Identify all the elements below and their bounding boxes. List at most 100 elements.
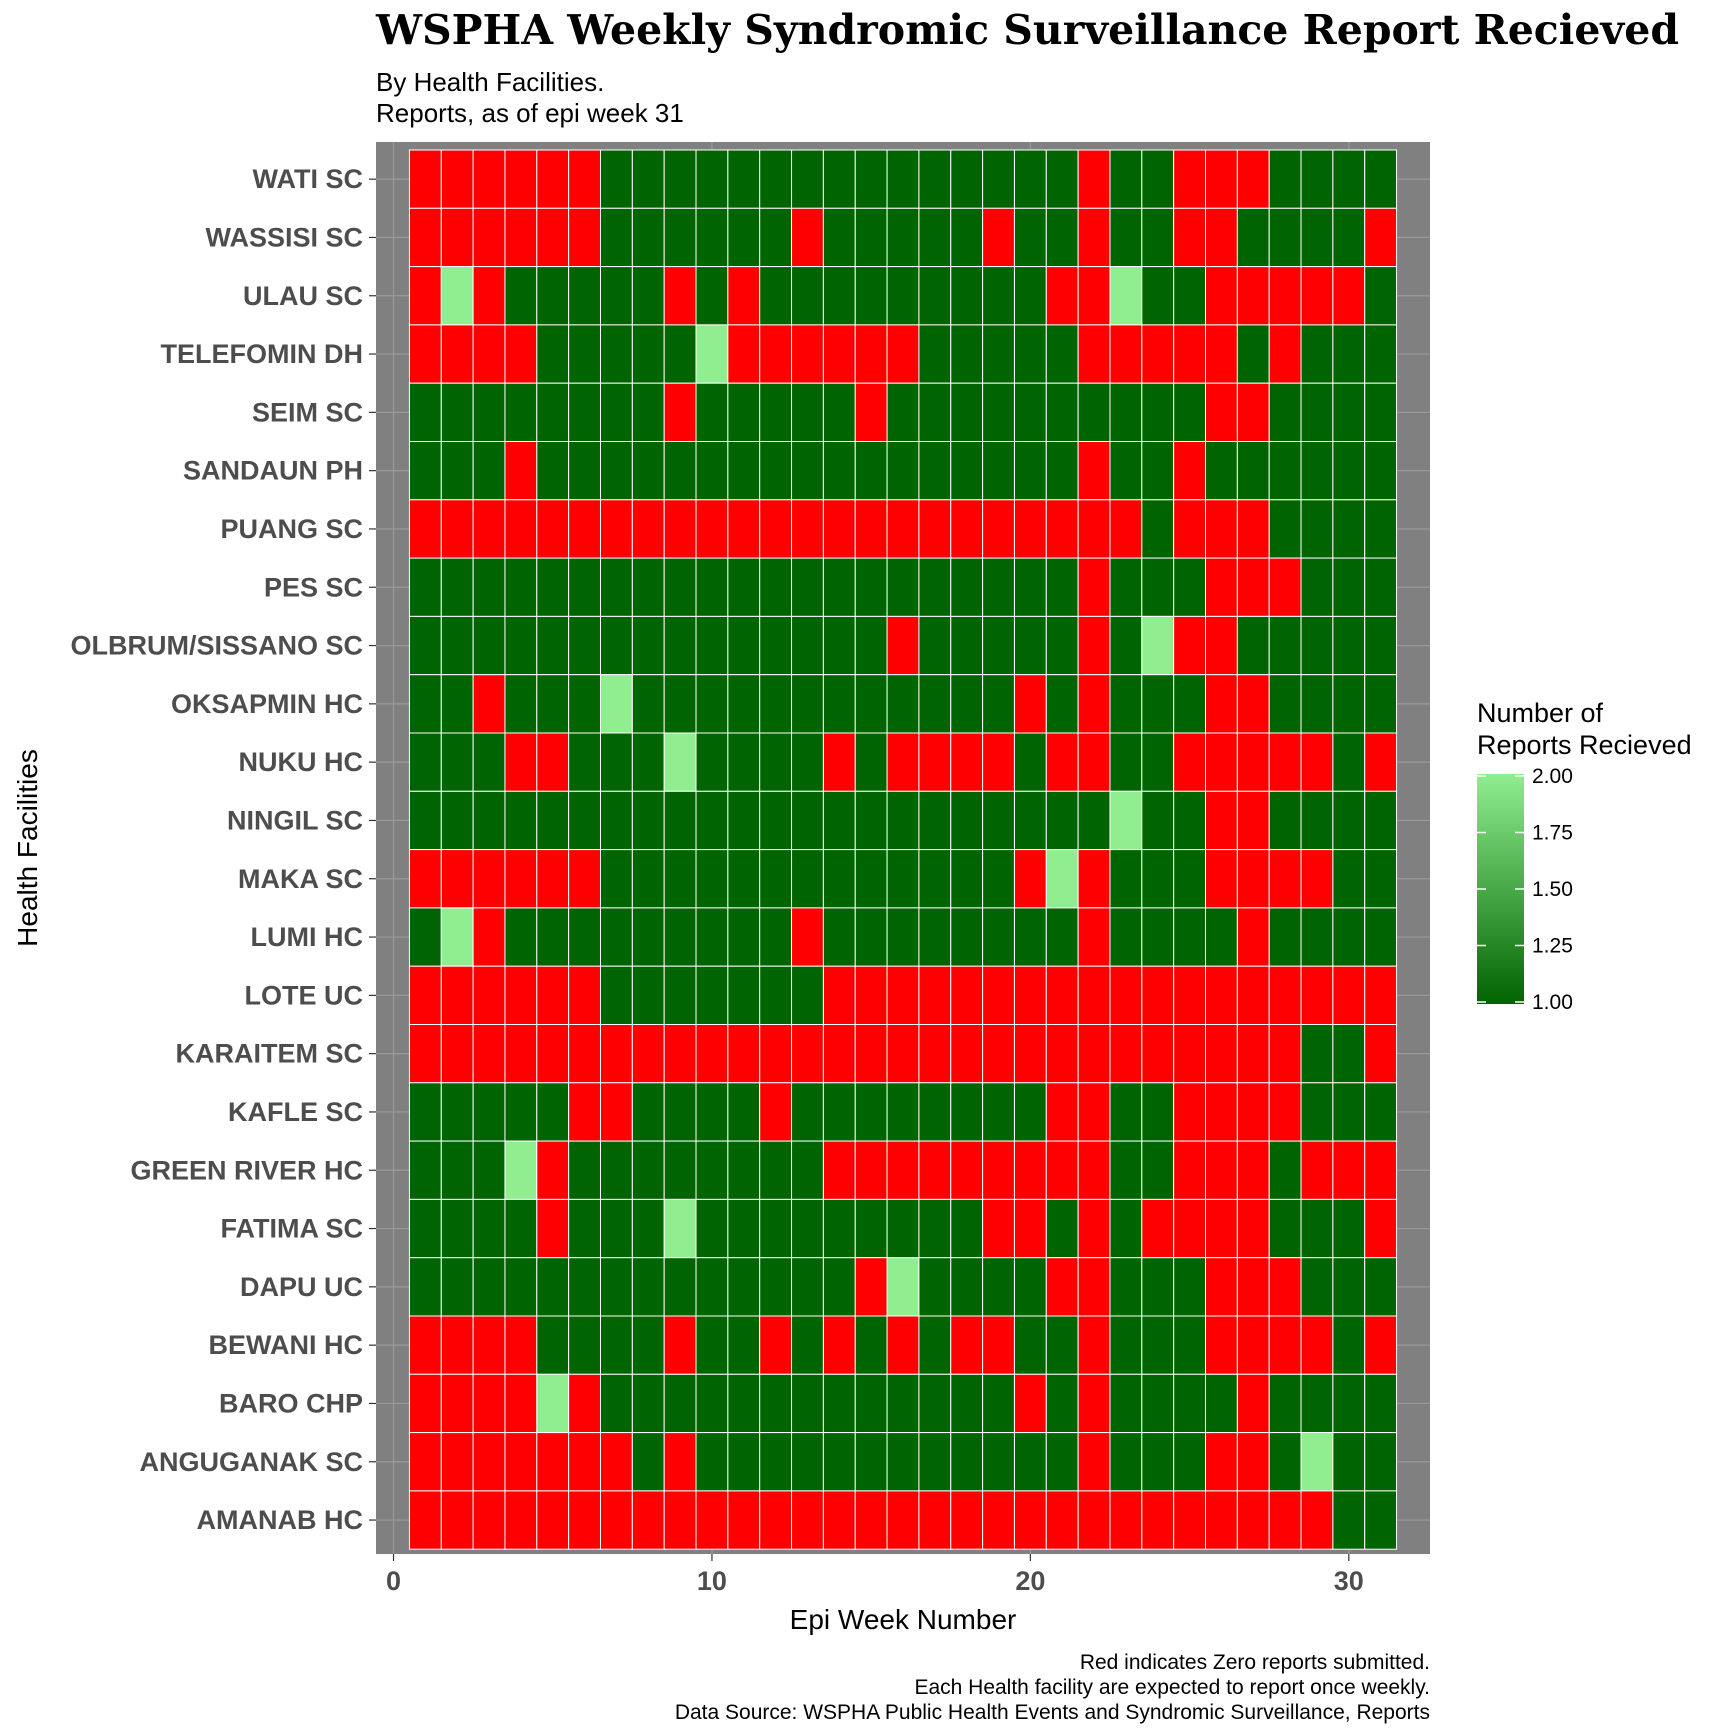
heatmap-tile [1300, 382, 1334, 443]
heatmap-tile [536, 907, 570, 967]
heatmap-tile [568, 499, 601, 559]
heatmap-tile [663, 207, 697, 268]
y-tick-label: WATI SC [253, 164, 364, 194]
y-tick-label: FATIMA SC [221, 1214, 364, 1244]
heatmap-tile [854, 965, 888, 1026]
heatmap-tile [504, 1315, 538, 1375]
heatmap-tile [1332, 1082, 1366, 1142]
heatmap-tile [1045, 149, 1079, 209]
heatmap-tile [1013, 965, 1047, 1026]
heatmap-tile [1173, 1490, 1207, 1550]
heatmap-tile [1077, 441, 1111, 501]
heatmap-tile [950, 732, 984, 792]
heatmap-tile [408, 1140, 442, 1200]
heatmap-tile [440, 441, 474, 501]
heatmap-tile [408, 441, 442, 501]
heatmap-tile [1364, 1082, 1398, 1142]
heatmap-tile [759, 266, 793, 326]
heatmap-tile [408, 1432, 442, 1492]
heatmap-tile [1300, 1198, 1334, 1259]
heatmap-tile [504, 907, 538, 967]
heatmap-tile [727, 557, 761, 617]
heatmap-tile [727, 1024, 761, 1084]
legend-tick-label: 1.75 [1532, 822, 1573, 845]
heatmap-tile [1109, 207, 1143, 268]
heatmap-tile [1300, 207, 1334, 268]
heatmap-tile [536, 615, 570, 676]
heatmap-tile [1364, 1490, 1398, 1550]
heatmap-tile [727, 1490, 761, 1550]
heatmap-tile [440, 1432, 474, 1492]
heatmap-tile [408, 965, 442, 1026]
heatmap-tile [599, 849, 633, 909]
heatmap-tile [982, 907, 1015, 967]
heatmap-tile [568, 557, 601, 617]
heatmap-tile [1109, 266, 1143, 326]
heatmap-tile [759, 965, 793, 1026]
heatmap-tile [504, 849, 538, 909]
heatmap-tile [408, 907, 442, 967]
heatmap-tile [408, 849, 442, 909]
chart-title: WSPHA Weekly Syndromic Surveillance Repo… [375, 6, 1679, 54]
heatmap-tile [1205, 849, 1238, 909]
heatmap-tile [1109, 441, 1143, 501]
heatmap-tile [695, 615, 729, 676]
heatmap-tile [886, 382, 920, 443]
heatmap-tile [918, 1140, 952, 1200]
heatmap-tile [440, 1315, 474, 1375]
heatmap-tile [536, 1140, 570, 1200]
heatmap-tile [886, 1140, 920, 1200]
heatmap-tile [599, 1257, 633, 1317]
heatmap-tile [1236, 1315, 1270, 1375]
heatmap-tile [472, 732, 506, 792]
heatmap-tile [1332, 207, 1366, 268]
heatmap-tile [536, 674, 570, 734]
heatmap-tile [1205, 790, 1238, 851]
heatmap-tile [1109, 1490, 1143, 1550]
heatmap-tile [727, 1315, 761, 1375]
heatmap-tile [695, 441, 729, 501]
heatmap-tile [1109, 1432, 1143, 1492]
heatmap-tile [599, 965, 633, 1026]
heatmap-tile [950, 1082, 984, 1142]
heatmap-tile [759, 1140, 793, 1200]
heatmap-tile [886, 207, 920, 268]
heatmap-tile [663, 266, 697, 326]
heatmap-tile [472, 207, 506, 268]
heatmap-tile [886, 1082, 920, 1142]
heatmap-tile [408, 615, 442, 676]
heatmap-tile [663, 615, 697, 676]
heatmap-tile [918, 849, 952, 909]
heatmap-tile [950, 1315, 984, 1375]
heatmap-tile [663, 674, 697, 734]
heatmap-tile [791, 1490, 824, 1550]
heatmap-tile [1013, 1373, 1047, 1434]
heatmap-tile [1045, 674, 1079, 734]
heatmap-tile [1077, 149, 1111, 209]
heatmap-tile [950, 1024, 984, 1084]
heatmap-tile [1173, 1024, 1207, 1084]
heatmap-tile [1077, 557, 1111, 617]
heatmap-tile [1205, 1198, 1238, 1259]
heatmap-tile [982, 324, 1015, 384]
heatmap-tile [1268, 149, 1302, 209]
heatmap-tile [663, 324, 697, 384]
heatmap-tile [631, 907, 665, 967]
heatmap-tile [918, 1082, 952, 1142]
heatmap-tile [791, 1315, 824, 1375]
heatmap-tile [1045, 382, 1079, 443]
heatmap-tile [1013, 790, 1047, 851]
heatmap-tile [759, 1024, 793, 1084]
heatmap-tile [631, 965, 665, 1026]
heatmap-tile [1332, 1024, 1366, 1084]
heatmap-tile [504, 324, 538, 384]
heatmap-tile [504, 499, 538, 559]
heatmap-tile [1268, 1490, 1302, 1550]
heatmap-tile [822, 1140, 856, 1200]
heatmap-tile [568, 1140, 601, 1200]
heatmap-tile [599, 149, 633, 209]
heatmap-tile [1045, 557, 1079, 617]
heatmap-tile [791, 499, 824, 559]
heatmap-tile [918, 1198, 952, 1259]
heatmap-tile [568, 1373, 601, 1434]
